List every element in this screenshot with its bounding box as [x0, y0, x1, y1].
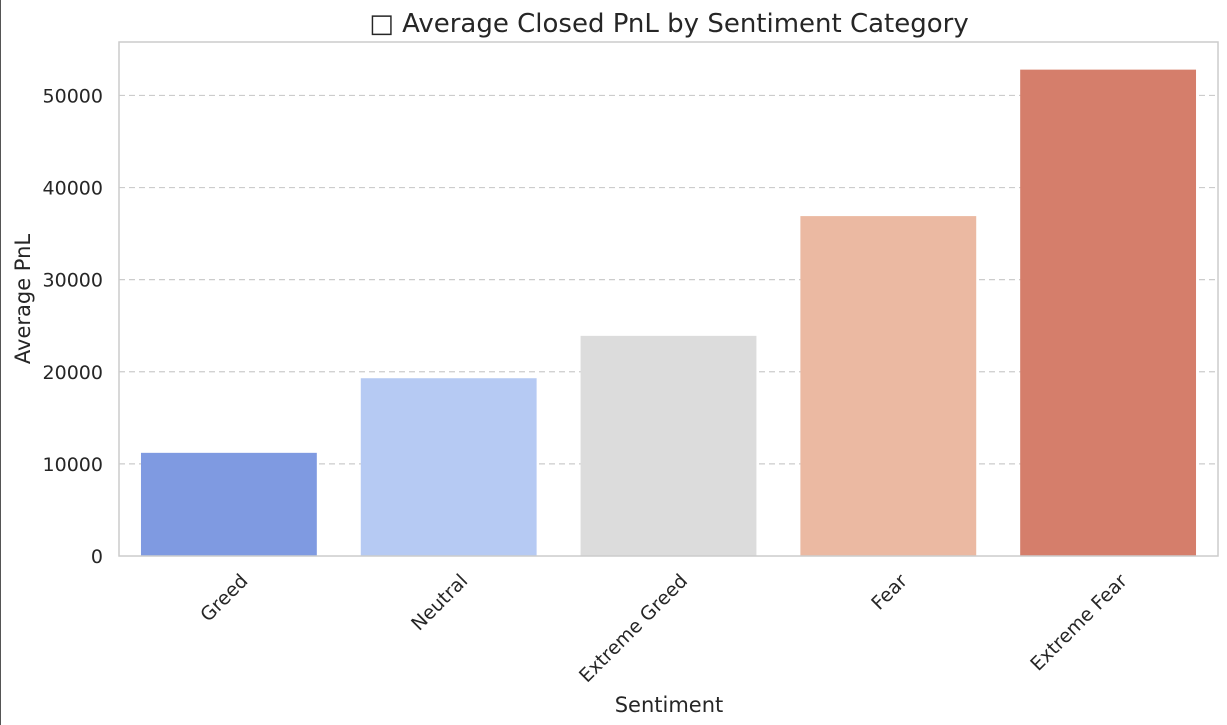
y-tick-label: 30000	[43, 270, 103, 292]
y-tick-label: 20000	[43, 362, 103, 384]
y-axis-label: Average PnL	[11, 234, 35, 365]
window-edge	[0, 0, 1, 725]
x-tick-label: Extreme Fear	[1026, 570, 1132, 676]
bar-greed	[140, 452, 317, 556]
x-tick-label: Greed	[196, 570, 252, 626]
chart-title: □ Average Closed PnL by Sentiment Catego…	[369, 9, 969, 39]
bar-neutral	[360, 378, 537, 556]
x-tick-label: Neutral	[407, 570, 472, 635]
x-axis-ticks: Greed Neutral Extreme Greed Fear Extreme Fea…	[196, 570, 1132, 687]
bar-extreme-greed	[580, 335, 757, 556]
x-tick-label: Extreme Greed	[575, 570, 692, 687]
bar-extreme-fear	[1020, 69, 1197, 557]
y-tick-label: 40000	[43, 178, 103, 200]
y-tick-label: 0	[91, 546, 103, 568]
bars	[140, 69, 1197, 557]
y-tick-label: 10000	[43, 454, 103, 476]
bar-fear	[800, 216, 977, 556]
y-axis-ticks: 0 10000 20000 30000 40000 50000	[43, 85, 103, 568]
x-tick-label: Fear	[867, 570, 912, 615]
x-axis-label: Sentiment	[615, 693, 724, 717]
y-tick-label: 50000	[43, 85, 103, 107]
plot-frame	[118, 41, 1219, 557]
